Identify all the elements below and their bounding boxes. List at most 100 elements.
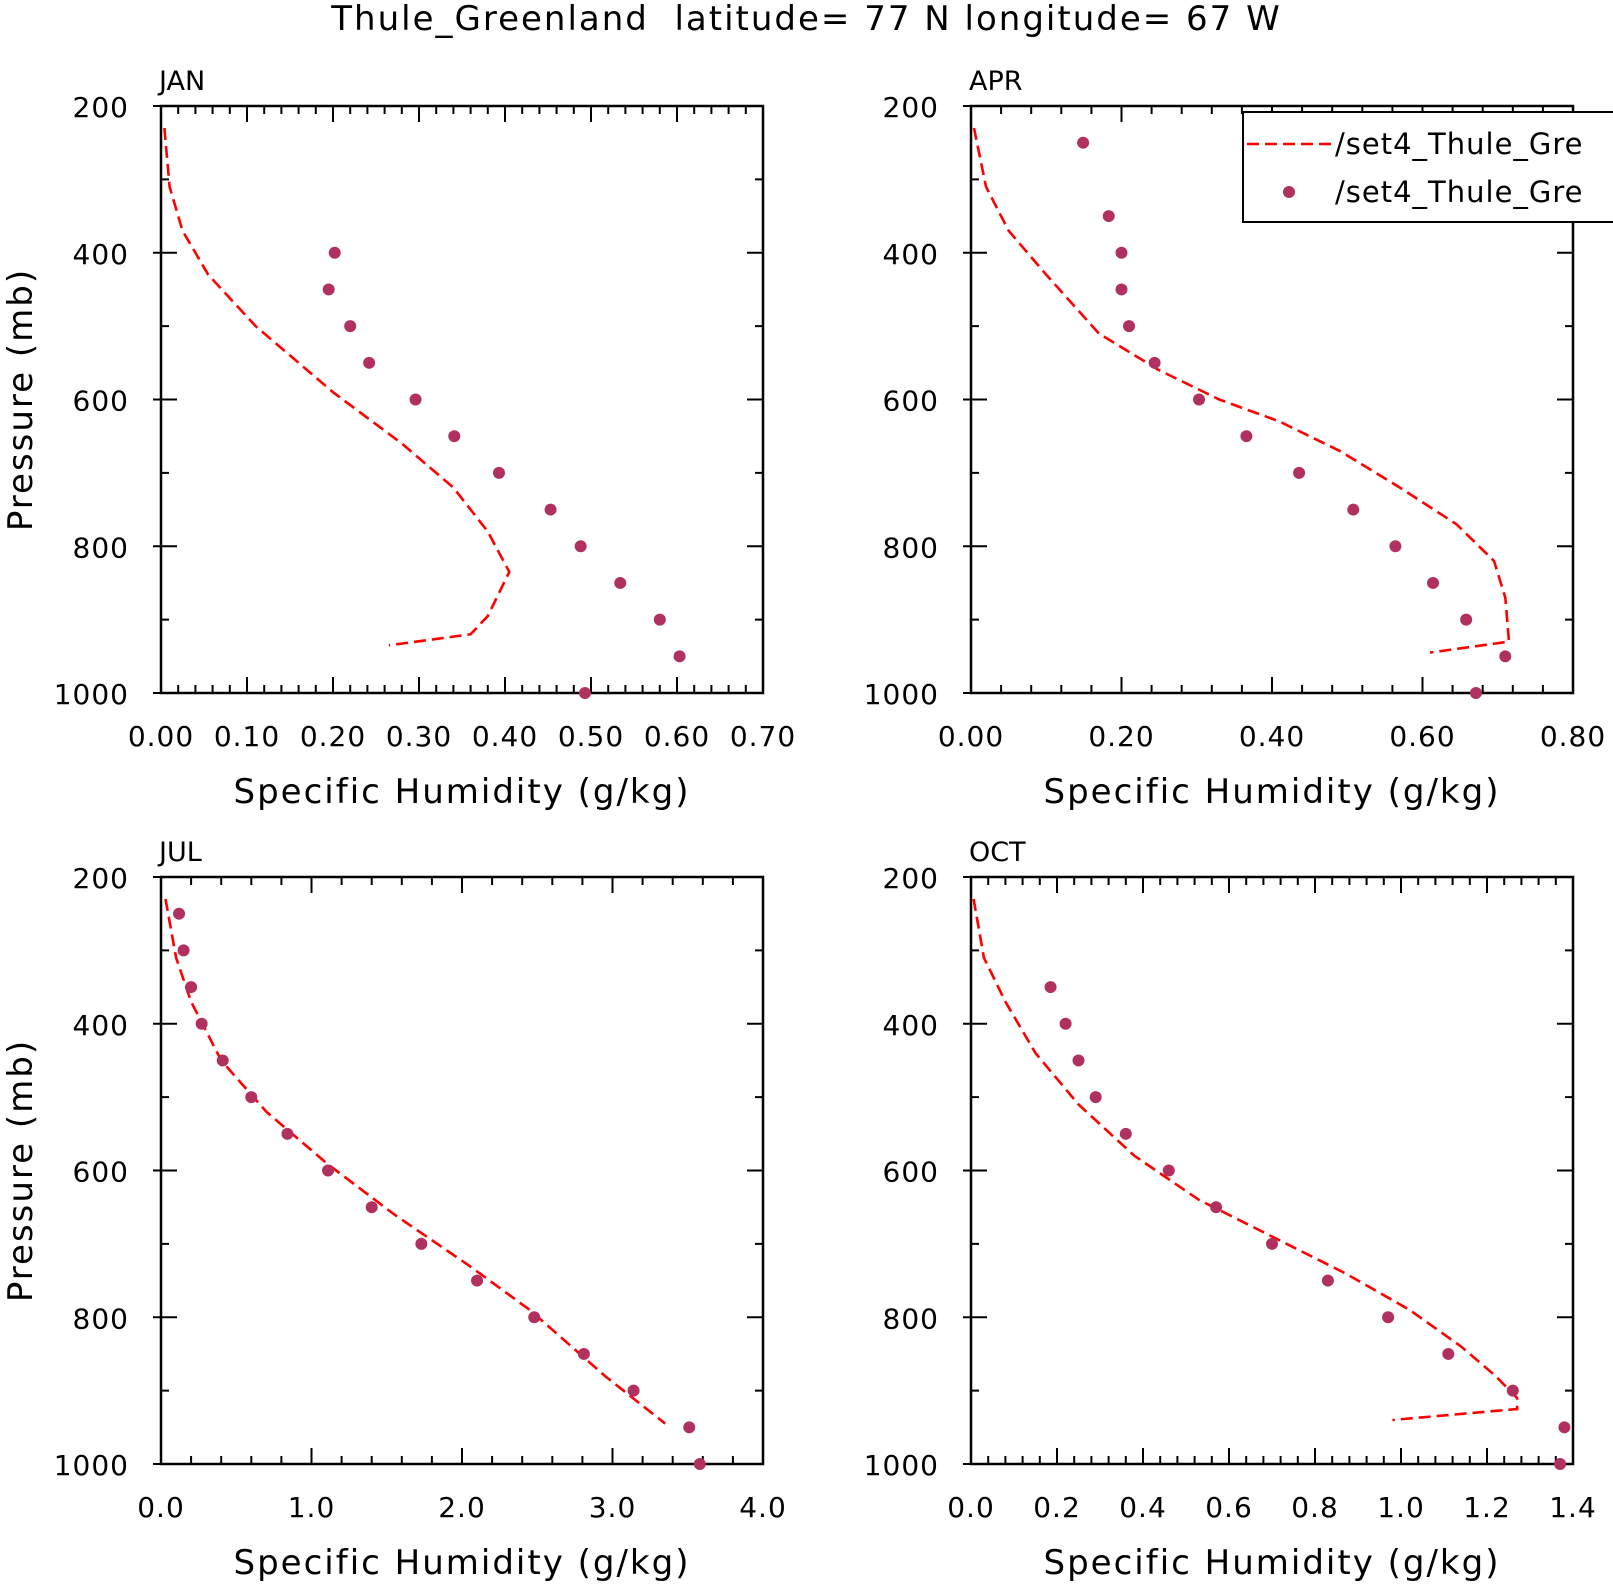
obs-point [363, 356, 376, 369]
obs-point [448, 430, 461, 443]
x-tick-label: 1.0 [1377, 1491, 1425, 1524]
legend-marker-swatch [1283, 186, 1295, 198]
y-tick-label: 600 [73, 1156, 129, 1189]
model-profile-line [972, 127, 1511, 654]
obs-point [1044, 981, 1057, 994]
obs-point [1115, 246, 1128, 259]
obs-point [328, 246, 341, 259]
obs-point [415, 1237, 428, 1250]
y-tick-label: 200 [73, 91, 129, 124]
y-tick-label: 600 [883, 385, 939, 418]
y-tick-label: 400 [883, 1009, 939, 1042]
x-tick-label: 0.6 [1205, 1491, 1253, 1524]
obs-point [1442, 1347, 1455, 1360]
y-tick-label: 1000 [864, 1449, 939, 1482]
obs-point [574, 540, 587, 553]
x-tick-label: 0.50 [558, 720, 624, 753]
x-tick-label: 0.20 [1088, 720, 1154, 753]
obs-point [578, 687, 591, 699]
x-tick-label: 0.10 [214, 720, 280, 753]
obs-point [322, 1164, 335, 1177]
x-tick-label: 0.8 [1291, 1491, 1339, 1524]
obs-point [471, 1274, 484, 1287]
obs-point [1293, 466, 1306, 479]
obs-point [492, 466, 505, 479]
x-tick-label: 1.0 [288, 1491, 336, 1524]
x-tick-label: 0.20 [300, 720, 366, 753]
obs-point [1162, 1164, 1175, 1177]
obs-point [1119, 1127, 1132, 1140]
y-tick-label: 400 [883, 238, 939, 271]
obs-point [1321, 1274, 1334, 1287]
plot-frame [159, 875, 765, 1466]
obs-point [1499, 650, 1512, 663]
y-tick-label: 1000 [54, 1449, 129, 1482]
panel-label: JAN [157, 66, 205, 97]
panel-label: OCT [969, 837, 1026, 868]
x-tick-label: 1.4 [1549, 1491, 1597, 1524]
obs-point [1266, 1237, 1278, 1250]
obs-point [1427, 576, 1440, 589]
obs-point [216, 1054, 229, 1067]
y-tick-label: 800 [883, 531, 939, 564]
x-axis-label: Specific Humidity (g/kg) [1044, 1543, 1501, 1583]
y-axis-label: Pressure (mb) [1, 1039, 41, 1302]
obs-point [577, 1347, 590, 1360]
obs-point [173, 907, 186, 920]
figure-title: Thule_Greenland latitude= 77 N longitude… [331, 0, 1282, 39]
legend: /set4_Thule_Gre/set4_Thule_Gre [1242, 111, 1613, 223]
x-axis-label: Specific Humidity (g/kg) [234, 1543, 691, 1583]
y-tick-label: 200 [883, 91, 939, 124]
x-tick-label: 0.60 [1389, 720, 1455, 753]
legend-box [1242, 111, 1613, 223]
obs-point [1059, 1017, 1072, 1030]
obs-point [1558, 1421, 1571, 1434]
obs-point [245, 1091, 258, 1104]
x-axis-label: Specific Humidity (g/kg) [234, 772, 691, 812]
obs-point [1072, 1054, 1085, 1067]
x-tick-label: 0.80 [1540, 720, 1606, 753]
y-tick-label: 200 [883, 862, 939, 895]
panel-jan: 0.00 0.10 0.20 0.30 0.40 0.50 0.60 0.70 200 400 60… [1, 66, 795, 812]
obs-point [195, 1017, 208, 1030]
obs-point [1389, 540, 1402, 553]
x-tick-label: 3.0 [589, 1491, 637, 1524]
legend-entry-label: /set4_Thule_Gre [1335, 127, 1584, 161]
x-tick-label: 0.60 [644, 720, 710, 753]
panel-label: APR [969, 66, 1023, 97]
obs-point [627, 1384, 640, 1397]
obs-point [344, 320, 357, 333]
obs-point [544, 503, 557, 516]
x-tick-label: 0.00 [128, 720, 194, 753]
x-tick-label: 0.0 [947, 1491, 995, 1524]
obs-point [1089, 1091, 1102, 1104]
obs-point [1469, 687, 1482, 699]
y-tick-label: 800 [73, 1302, 129, 1335]
obs-point [1347, 503, 1360, 516]
x-tick-label: 1.2 [1463, 1491, 1511, 1524]
obs-point [673, 650, 686, 663]
obs-point [1148, 356, 1161, 369]
y-tick-label: 600 [73, 385, 129, 418]
y-tick-label: 1000 [54, 678, 129, 711]
obs-point [653, 613, 666, 626]
legend-entry-label: /set4_Thule_Gre [1335, 175, 1584, 209]
obs-point [1123, 320, 1136, 333]
x-tick-label: 4.0 [739, 1491, 787, 1524]
plot-frame [969, 875, 1575, 1466]
obs-point [1102, 210, 1115, 223]
y-axis-label: Pressure (mb) [1, 268, 41, 531]
plot-frame [159, 104, 765, 695]
panel-jul: 0.0 1.0 2.0 3.0 4.0 200 400 600 800 1000 JUL Specif… [1, 837, 787, 1583]
obs-point [1460, 613, 1473, 626]
obs-point [1077, 136, 1090, 149]
model-profile-line [972, 898, 1519, 1422]
model-profile-line [164, 898, 667, 1425]
x-tick-label: 0.30 [386, 720, 452, 753]
x-tick-label: 2.0 [438, 1491, 486, 1524]
panel-apr: 0.00 0.20 0.40 0.60 0.80 200 400 600 800 1000 APR S… [864, 66, 1613, 812]
obs-point [1382, 1311, 1395, 1324]
obs-point [1115, 283, 1128, 296]
panel-label: JUL [157, 837, 202, 868]
